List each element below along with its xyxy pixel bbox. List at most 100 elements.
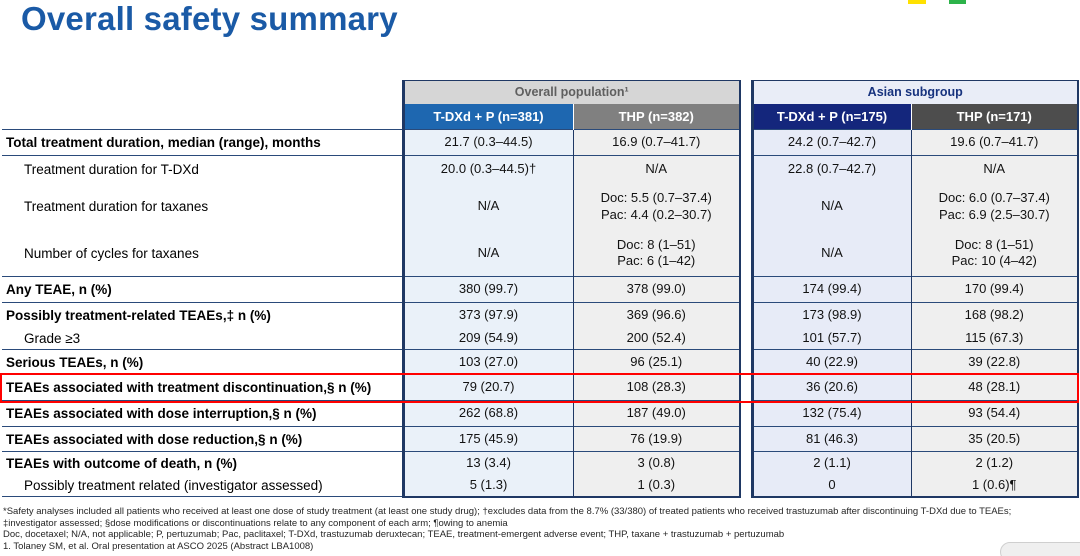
cell-value: 101 (57.7) — [750, 327, 911, 350]
table-row-taxane-duration: Treatment duration for taxanes N/A Doc: … — [2, 182, 1079, 231]
corner-shape — [1000, 542, 1080, 556]
cell-value: 187 (49.0) — [572, 400, 741, 427]
row-label: Total treatment duration, median (range)… — [2, 129, 403, 156]
cell-value: Doc: 8 (1–51) Pac: 6 (1–42) — [572, 230, 741, 277]
cell-value: Doc: 6.0 (0.7–37.4) Pac: 6.9 (2.5–30.7) — [910, 182, 1079, 231]
cell-value: N/A — [572, 155, 741, 183]
cell-value: 81 (46.3) — [750, 426, 911, 452]
cell-value: 24.2 (0.7–42.7) — [750, 129, 911, 156]
cell-value: N/A — [750, 230, 911, 277]
cell-value: 20.0 (0.3–44.5)† — [401, 155, 573, 183]
page-title: Overall safety summary — [21, 0, 398, 37]
cell-value: 173 (98.9) — [750, 302, 911, 328]
cell-value: 22.8 (0.7–42.7) — [750, 155, 911, 183]
row-label: Possibly treatment related (investigator… — [2, 474, 403, 497]
table-row-taxane-cycles: Number of cycles for taxanes N/A Doc: 8 … — [2, 230, 1079, 277]
cell-value: 79 (20.7) — [401, 374, 573, 401]
cell-value: 115 (67.3) — [910, 327, 1079, 350]
cell-value: 103 (27.0) — [401, 349, 573, 375]
group-header-row: Overall population¹ Asian subgroup — [2, 80, 1079, 104]
col-header-asian-thp: THP (n=171) — [910, 103, 1079, 130]
col-header-asian-tdxd-p: T-DXd + P (n=175) — [750, 103, 911, 130]
cell-value: 96 (25.1) — [572, 349, 741, 375]
cell-value: 39 (22.8) — [910, 349, 1079, 375]
row-label: TEAEs associated with dose reduction,§ n… — [2, 426, 403, 452]
column-header-row: T-DXd + P (n=381) THP (n=382) T-DXd + P … — [2, 103, 1079, 130]
cell-value: 108 (28.3) — [572, 374, 741, 401]
table-row-total-duration: Total treatment duration, median (range)… — [2, 129, 1079, 156]
cell-value: 1 (0.3) — [572, 474, 741, 498]
cell-value: 369 (96.6) — [572, 302, 741, 328]
table-row-dose-interruption: TEAEs associated with dose interruption,… — [2, 400, 1079, 427]
table-row-treatment-related-teaes: Possibly treatment-related TEAEs,‡ n (%)… — [2, 302, 1079, 328]
table-row-death: TEAEs with outcome of death, n (%) 13 (3… — [2, 451, 1079, 475]
cell-value: 262 (68.8) — [401, 400, 573, 427]
header-spacer-cell — [2, 81, 403, 104]
safety-summary-table: Overall population¹ Asian subgroup T-DXd… — [2, 80, 1079, 498]
cell-value: 36 (20.6) — [750, 374, 911, 401]
cell-value: 35 (20.5) — [910, 426, 1079, 452]
header-spacer-cell — [2, 104, 403, 130]
cell-value: N/A — [401, 230, 573, 277]
row-label: Treatment duration for taxanes — [24, 199, 209, 214]
table-row-any-teae: Any TEAE, n (%) 380 (99.7) 378 (99.0) 17… — [2, 276, 1079, 303]
table-row-grade-3: Grade ≥3 209 (54.9) 200 (52.4) 101 (57.7… — [2, 327, 1079, 350]
cell-value: 132 (75.4) — [750, 400, 911, 427]
row-label: Grade ≥3 — [24, 330, 81, 346]
row-label: Number of cycles for taxanes — [24, 245, 199, 261]
table-row-serious-teaes: Serious TEAEs, n (%) 103 (27.0) 96 (25.1… — [2, 349, 1079, 375]
footnote: *Safety analyses included all patients w… — [3, 506, 1012, 517]
cell-value: 1 (0.6)¶ — [910, 474, 1079, 498]
block-gap — [740, 104, 752, 130]
cell-value: 209 (54.9) — [401, 327, 573, 350]
group-header-overall-population: Overall population¹ — [401, 80, 741, 104]
row-label: Possibly treatment-related TEAEs,‡ n (%) — [2, 302, 403, 328]
logo-mark-yellow — [908, 0, 926, 4]
row-label: TEAEs associated with treatment disconti… — [2, 374, 403, 401]
table-row-dose-reduction: TEAEs associated with dose reduction,§ n… — [2, 426, 1079, 452]
cell-value: 21.7 (0.3–44.5) — [401, 129, 573, 156]
cell-value: 2 (1.2) — [910, 451, 1079, 475]
cell-value: N/A — [910, 155, 1079, 183]
table-row-tdxd-duration: Treatment duration for T-DXd 20.0 (0.3–4… — [2, 155, 1079, 183]
col-header-overall-tdxd-p: T-DXd + P (n=381) — [401, 103, 573, 130]
cell-value: 378 (99.0) — [572, 276, 741, 303]
footnote: ‡investigator assessed; §dose modificati… — [3, 517, 508, 529]
cell-value: 13 (3.4) — [401, 451, 573, 475]
cell-value: 19.6 (0.7–41.7) — [910, 129, 1079, 156]
row-label: TEAEs associated with dose interruption,… — [2, 400, 403, 427]
footnote: Doc, docetaxel; N/A, not applicable; P, … — [3, 529, 785, 540]
col-header-overall-thp: THP (n=382) — [572, 103, 741, 130]
row-label: Any TEAE, n (%) — [2, 276, 403, 303]
cell-value: N/A — [750, 182, 911, 231]
cell-value: 168 (98.2) — [910, 302, 1079, 328]
block-gap — [740, 81, 752, 104]
teae-discontinuation-row: TEAEs associated with treatment disconti… — [2, 374, 1079, 401]
footnotes: *Safety analyses included all patients w… — [3, 506, 1077, 552]
cell-value: 170 (99.4) — [910, 276, 1079, 303]
cell-value: 3 (0.8) — [572, 451, 741, 475]
cell-value: 40 (22.9) — [750, 349, 911, 375]
cell-value: Doc: 8 (1–51) Pac: 10 (4–42) — [910, 230, 1079, 277]
cell-value: 93 (54.4) — [910, 400, 1079, 427]
cell-value: 200 (52.4) — [572, 327, 741, 350]
row-label: Treatment duration for T-DXd — [2, 155, 403, 183]
cell-value: 174 (99.4) — [750, 276, 911, 303]
cell-value: 48 (28.1) — [910, 374, 1079, 401]
cell-value: 373 (97.9) — [401, 302, 573, 328]
cell-value: N/A — [401, 182, 573, 231]
cell-value: Doc: 5.5 (0.7–37.4) Pac: 4.4 (0.2–30.7) — [572, 182, 741, 231]
cell-value: 0 — [750, 474, 911, 498]
cell-value: 380 (99.7) — [401, 276, 573, 303]
logo-mark-green — [949, 0, 966, 4]
group-header-asian-subgroup: Asian subgroup — [750, 80, 1079, 104]
row-label: Serious TEAEs, n (%) — [2, 349, 403, 375]
footnote: 1. Tolaney SM, et al. Oral presentation … — [3, 540, 314, 552]
cell-value: 5 (1.3) — [401, 474, 573, 498]
row-label: TEAEs with outcome of death, n (%) — [2, 451, 403, 475]
table-row-death-treatment-related: Possibly treatment related (investigator… — [2, 474, 1079, 498]
cell-value: 16.9 (0.7–41.7) — [572, 129, 741, 156]
cell-value: 76 (19.9) — [572, 426, 741, 452]
cell-value: 175 (45.9) — [401, 426, 573, 452]
